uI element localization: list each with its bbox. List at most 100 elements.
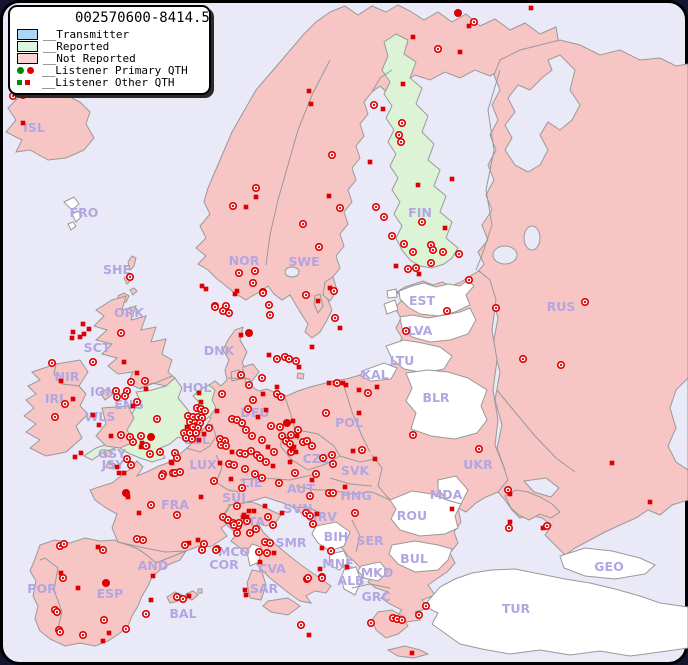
listener-other-qth-marker[interactable] bbox=[409, 650, 415, 656]
listener-other-qth-marker[interactable] bbox=[201, 431, 207, 437]
listener-cluster-marker[interactable] bbox=[245, 329, 253, 337]
listener-markers[interactable] bbox=[9, 5, 653, 656]
listener-other-qth-marker[interactable] bbox=[400, 81, 406, 87]
listener-other-qth-marker[interactable] bbox=[647, 499, 653, 505]
listener-other-qth-marker[interactable] bbox=[90, 412, 96, 418]
listener-other-qth-marker[interactable] bbox=[374, 384, 380, 390]
listener-other-qth-marker[interactable] bbox=[116, 470, 122, 476]
listener-other-qth-marker[interactable] bbox=[234, 288, 240, 294]
listener-other-qth-marker[interactable] bbox=[138, 444, 144, 450]
listener-other-qth-marker[interactable] bbox=[121, 470, 127, 476]
listener-other-qth-marker[interactable] bbox=[108, 433, 114, 439]
listener-cluster-marker[interactable] bbox=[454, 9, 462, 17]
listener-other-qth-marker[interactable] bbox=[195, 537, 201, 543]
listener-other-qth-marker[interactable] bbox=[58, 378, 64, 384]
listener-other-qth-marker[interactable] bbox=[287, 459, 293, 465]
listener-other-qth-marker[interactable] bbox=[326, 380, 332, 386]
listener-other-qth-marker[interactable] bbox=[196, 390, 202, 396]
listener-other-qth-marker[interactable] bbox=[263, 407, 269, 413]
listener-other-qth-marker[interactable] bbox=[266, 352, 272, 358]
listener-other-qth-marker[interactable] bbox=[251, 508, 257, 514]
listener-other-qth-marker[interactable] bbox=[214, 408, 220, 414]
listener-other-qth-marker[interactable] bbox=[343, 382, 349, 388]
listener-other-qth-marker[interactable] bbox=[344, 564, 350, 570]
listener-other-qth-marker[interactable] bbox=[186, 540, 192, 546]
listener-other-qth-marker[interactable] bbox=[315, 298, 321, 304]
listener-other-qth-marker[interactable] bbox=[143, 386, 149, 392]
listener-other-qth-marker[interactable] bbox=[125, 494, 131, 500]
listener-other-qth-marker[interactable] bbox=[270, 463, 276, 469]
listener-other-qth-marker[interactable] bbox=[86, 326, 92, 332]
listener-other-qth-marker[interactable] bbox=[449, 506, 455, 512]
listener-other-qth-marker[interactable] bbox=[80, 321, 86, 327]
listener-other-qth-marker[interactable] bbox=[139, 440, 145, 446]
listener-other-qth-marker[interactable] bbox=[121, 359, 127, 365]
listener-other-qth-marker[interactable] bbox=[306, 88, 312, 94]
listener-other-qth-marker[interactable] bbox=[114, 464, 120, 470]
listener-other-qth-marker[interactable] bbox=[528, 5, 534, 11]
listener-other-qth-marker[interactable] bbox=[540, 525, 546, 531]
listener-other-qth-marker[interactable] bbox=[217, 460, 223, 466]
listener-other-qth-marker[interactable] bbox=[309, 344, 315, 350]
listener-other-qth-marker[interactable] bbox=[507, 491, 513, 497]
listener-other-qth-marker[interactable] bbox=[265, 444, 271, 450]
listener-other-qth-marker[interactable] bbox=[253, 194, 259, 200]
listener-other-qth-marker[interactable] bbox=[20, 120, 26, 126]
listener-other-qth-marker[interactable] bbox=[260, 391, 266, 397]
listener-other-qth-marker[interactable] bbox=[308, 101, 314, 107]
listener-other-qth-marker[interactable] bbox=[58, 570, 64, 576]
listener-other-qth-marker[interactable] bbox=[449, 176, 455, 182]
listener-cluster-marker[interactable] bbox=[147, 433, 155, 441]
listener-other-qth-marker[interactable] bbox=[232, 291, 238, 297]
listener-other-qth-marker[interactable] bbox=[274, 384, 280, 390]
listener-other-qth-marker[interactable] bbox=[228, 476, 234, 482]
listener-other-qth-marker[interactable] bbox=[81, 331, 87, 337]
listener-other-qth-marker[interactable] bbox=[134, 370, 140, 376]
listener-other-qth-marker[interactable] bbox=[393, 263, 399, 269]
listener-other-qth-marker[interactable] bbox=[136, 510, 142, 516]
listener-other-qth-marker[interactable] bbox=[367, 159, 373, 165]
listener-other-qth-marker[interactable] bbox=[410, 34, 416, 40]
listener-other-qth-marker[interactable] bbox=[106, 630, 112, 636]
listener-other-qth-marker[interactable] bbox=[196, 437, 202, 443]
listener-other-qth-marker[interactable] bbox=[246, 508, 252, 514]
listener-other-qth-marker[interactable] bbox=[72, 454, 78, 460]
listener-other-qth-marker[interactable] bbox=[327, 285, 333, 291]
listener-other-qth-marker[interactable] bbox=[442, 225, 448, 231]
listener-other-qth-marker[interactable] bbox=[279, 510, 285, 516]
listener-other-qth-marker[interactable] bbox=[148, 597, 154, 603]
listener-cluster-marker[interactable] bbox=[102, 579, 110, 587]
listener-other-qth-marker[interactable] bbox=[199, 283, 205, 289]
listener-other-qth-marker[interactable] bbox=[186, 593, 192, 599]
listener-other-qth-marker[interactable] bbox=[296, 364, 302, 370]
listener-other-qth-marker[interactable] bbox=[242, 587, 248, 593]
listener-other-qth-marker[interactable] bbox=[69, 335, 75, 341]
listener-other-qth-marker[interactable] bbox=[271, 550, 277, 556]
listener-other-qth-marker[interactable] bbox=[342, 484, 348, 490]
listener-other-qth-marker[interactable] bbox=[314, 511, 320, 517]
listener-other-qth-marker[interactable] bbox=[257, 559, 263, 565]
listener-other-qth-marker[interactable] bbox=[507, 519, 513, 525]
listener-other-qth-marker[interactable] bbox=[243, 204, 249, 210]
listener-other-qth-marker[interactable] bbox=[290, 418, 296, 424]
listener-other-qth-marker[interactable] bbox=[100, 638, 106, 644]
listener-other-qth-marker[interactable] bbox=[70, 396, 76, 402]
listener-other-qth-marker[interactable] bbox=[356, 410, 362, 416]
listener-other-qth-marker[interactable] bbox=[243, 592, 249, 598]
listener-other-qth-marker[interactable] bbox=[77, 334, 83, 340]
listener-other-qth-marker[interactable] bbox=[95, 544, 101, 550]
listener-other-qth-marker[interactable] bbox=[229, 449, 235, 455]
listener-other-qth-marker[interactable] bbox=[244, 514, 250, 520]
listener-other-qth-marker[interactable] bbox=[150, 573, 156, 579]
legend-box[interactable]: 002570600-8414.5 __Transmitter __Reporte… bbox=[8, 5, 211, 95]
listener-other-qth-marker[interactable] bbox=[415, 182, 421, 188]
listener-other-qth-marker[interactable] bbox=[184, 424, 190, 430]
listener-other-qth-marker[interactable] bbox=[255, 414, 261, 420]
listener-other-qth-marker[interactable] bbox=[372, 456, 378, 462]
listener-other-qth-marker[interactable] bbox=[317, 566, 323, 572]
listener-other-qth-marker[interactable] bbox=[294, 433, 300, 439]
listener-other-qth-marker[interactable] bbox=[457, 49, 463, 55]
listener-other-qth-marker[interactable] bbox=[340, 380, 346, 386]
listener-other-qth-marker[interactable] bbox=[337, 325, 343, 331]
